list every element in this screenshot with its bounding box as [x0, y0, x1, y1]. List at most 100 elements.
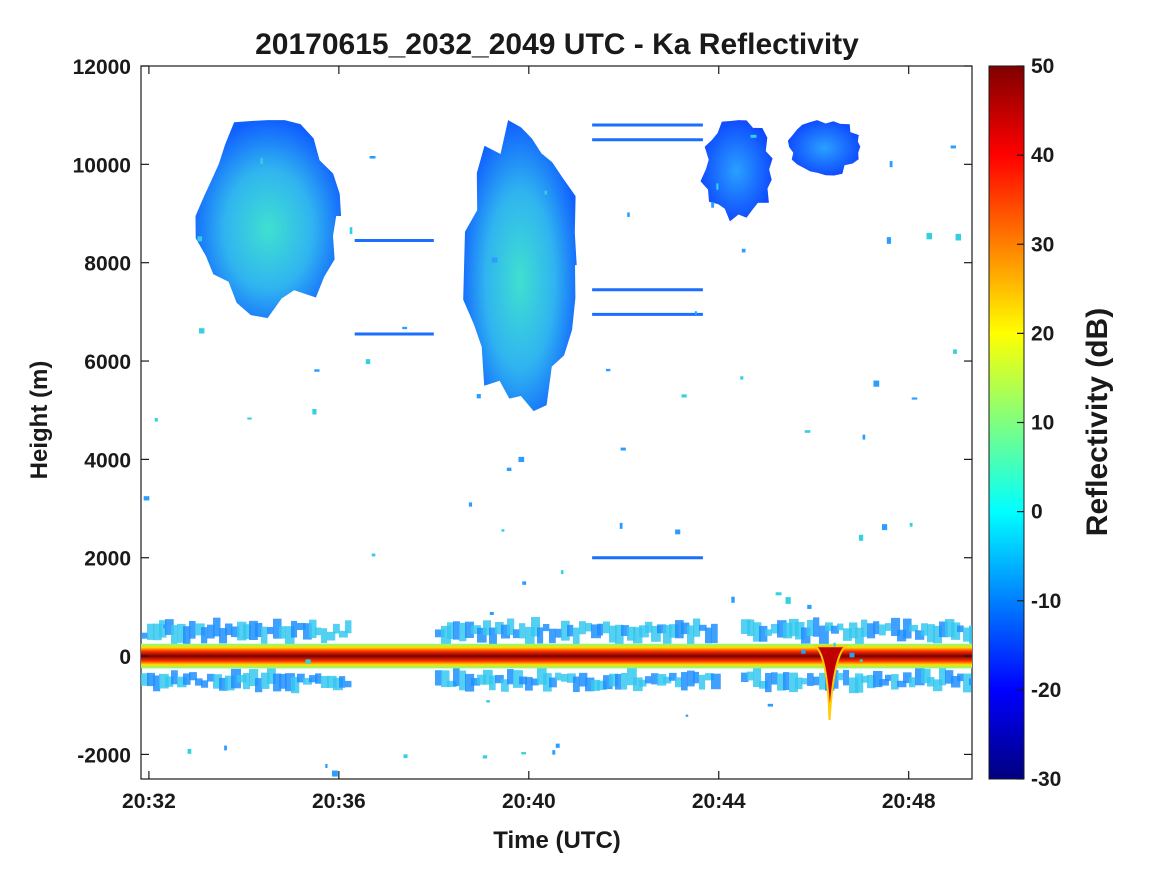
- speckle: [502, 529, 505, 532]
- clutter-patch: [507, 669, 514, 684]
- clutter-patch: [549, 629, 556, 643]
- clutter-patch: [621, 673, 627, 690]
- speckle: [545, 191, 548, 195]
- clutter-patch: [783, 672, 789, 690]
- clutter-patch: [705, 628, 712, 644]
- y-tick-label: 0: [119, 646, 131, 669]
- ground-return-band: [141, 644, 972, 669]
- speckle: [155, 418, 158, 422]
- speckle: [716, 183, 718, 189]
- clutter-patch: [765, 629, 772, 636]
- clutter-patch: [909, 677, 915, 687]
- speckle: [477, 394, 481, 398]
- clutter-patch: [861, 620, 867, 637]
- speckle: [686, 715, 688, 717]
- speckle: [350, 227, 353, 234]
- speckle: [776, 592, 782, 595]
- speckle: [805, 430, 811, 433]
- speckle: [522, 581, 526, 584]
- speckle: [507, 468, 512, 471]
- clutter-patch: [201, 627, 207, 643]
- speckle: [912, 397, 918, 399]
- speckle: [260, 158, 262, 164]
- colorbar-tick-label: -30: [1031, 768, 1061, 791]
- clutter-patch: [681, 672, 688, 690]
- clutter-patch: [261, 627, 267, 644]
- clutter-patch: [279, 626, 286, 638]
- figure: 20170615_2032_2049 UTC - Ka Reflectivity…: [0, 0, 1167, 875]
- speckle: [404, 754, 408, 758]
- clutter-patch: [315, 628, 321, 636]
- clutter-patch: [771, 672, 778, 684]
- colorbar-tick-label: 0: [1031, 501, 1043, 524]
- speckle: [711, 202, 714, 208]
- speckle: [890, 161, 893, 167]
- clutter-patch: [537, 627, 543, 643]
- x-tick-label: 20:32: [122, 790, 176, 813]
- speckle: [887, 237, 891, 244]
- clutter-patch: [747, 672, 754, 681]
- colorbar-tick-label: -20: [1031, 679, 1061, 702]
- clutter-patch: [801, 678, 807, 684]
- clutter-patch: [519, 623, 525, 638]
- speckle: [956, 234, 961, 241]
- clutter-patch: [543, 624, 549, 631]
- clutter-patch: [813, 617, 819, 636]
- clutter-patch: [579, 621, 586, 634]
- speckle: [750, 135, 756, 138]
- clutter-patch: [447, 622, 454, 639]
- y-tick-label: 12000: [73, 56, 131, 79]
- speckle: [953, 349, 957, 353]
- clutter-patch: [969, 678, 978, 685]
- y-tick-label: 2000: [84, 548, 131, 571]
- clutter-patch: [957, 674, 964, 682]
- clutter-patch: [813, 677, 819, 686]
- speckle: [850, 653, 855, 658]
- clutter-patch: [333, 624, 340, 634]
- speckle: [863, 435, 866, 440]
- speckle: [552, 750, 555, 755]
- x-tick-label: 20:48: [882, 790, 936, 813]
- clutter-patch: [957, 626, 964, 633]
- y-axis-label: Height (m): [26, 361, 53, 480]
- speckle: [768, 704, 773, 707]
- clutter-patch: [603, 622, 610, 634]
- speckle: [469, 502, 472, 506]
- speckle: [695, 311, 697, 315]
- colorbar-tick-label: 10: [1031, 412, 1054, 435]
- speckle: [606, 369, 610, 371]
- speckle: [188, 749, 192, 754]
- speckle: [834, 643, 836, 647]
- clutter-patch: [489, 676, 496, 691]
- clutter-patch: [699, 675, 705, 690]
- clutter-patch: [921, 623, 928, 635]
- speckle: [627, 212, 630, 216]
- speckle: [486, 700, 490, 702]
- speckle: [731, 597, 734, 603]
- speckle: [681, 394, 686, 397]
- clutter-patch: [885, 623, 891, 631]
- clutter-patch: [645, 676, 651, 683]
- speckle: [873, 381, 879, 387]
- clutter-patch: [291, 621, 297, 638]
- clutter-patch: [573, 628, 580, 645]
- clutter-patch: [693, 672, 699, 683]
- clutter-patch: [597, 624, 603, 636]
- speckle: [332, 771, 338, 777]
- clutter-patch: [837, 673, 843, 680]
- colorbar-tick-label: 30: [1031, 233, 1054, 256]
- speckle: [675, 529, 680, 534]
- clutter-patch: [339, 676, 345, 688]
- clutter-patch: [453, 621, 460, 639]
- clutter-patch: [267, 627, 274, 634]
- clutter-patch: [573, 677, 580, 693]
- speckle: [740, 376, 743, 379]
- speckle: [521, 752, 526, 754]
- speckle: [366, 359, 370, 364]
- x-tick-label: 20:36: [312, 790, 366, 813]
- clutter-patch: [885, 675, 891, 681]
- clutter-patch: [675, 677, 682, 687]
- speckle: [144, 496, 150, 500]
- clutter-patch: [567, 625, 573, 637]
- clutter-patch: [843, 670, 849, 685]
